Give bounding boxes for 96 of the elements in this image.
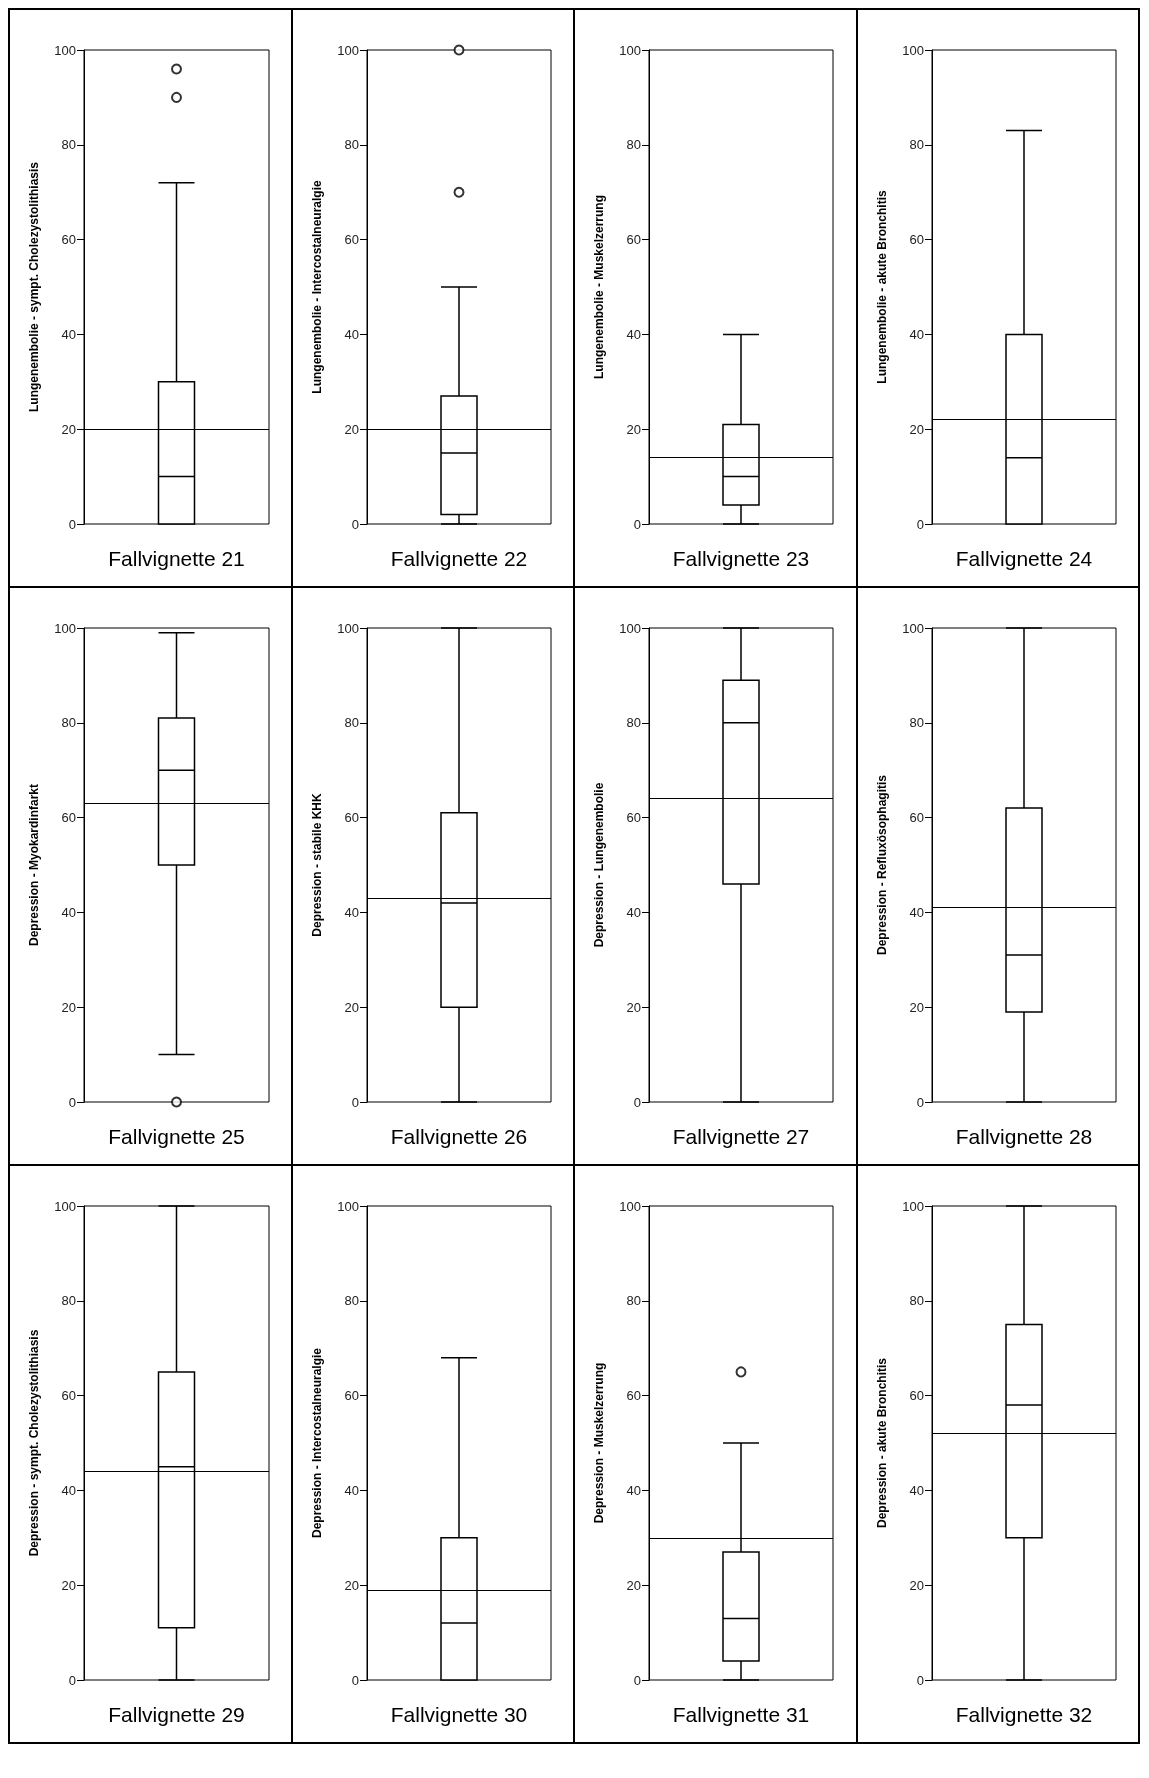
y-tick-label: 20 xyxy=(344,421,359,437)
y-tick-label: 60 xyxy=(909,232,924,248)
y-tick-label: 40 xyxy=(626,904,642,920)
y-tick-label: 0 xyxy=(916,1094,924,1110)
y-tick-label: 40 xyxy=(344,326,359,342)
y-tick-label: 80 xyxy=(344,715,359,731)
y-axis-title: Depression - akute Bronchitis xyxy=(874,1357,889,1529)
y-tick-label: 80 xyxy=(626,137,642,153)
y-tick-label: 20 xyxy=(61,421,76,437)
y-tick-label: 80 xyxy=(344,137,359,153)
y-tick-label: 100 xyxy=(54,1198,76,1214)
y-tick-label: 40 xyxy=(344,1482,359,1498)
y-tick-label: 80 xyxy=(61,1293,76,1309)
y-tick-label: 20 xyxy=(344,999,359,1015)
y-axis-title: Depression - stabile KHK xyxy=(310,792,324,937)
y-tick-label: 40 xyxy=(626,326,642,342)
y-tick-label: 80 xyxy=(626,715,642,731)
y-tick-label: 60 xyxy=(626,1388,642,1404)
y-tick-label: 0 xyxy=(634,1094,642,1110)
y-tick-label: 0 xyxy=(634,1672,642,1688)
y-tick-label: 0 xyxy=(351,516,359,532)
x-axis-title: Fallvignette 30 xyxy=(390,1703,528,1726)
x-axis-title: Fallvignette 23 xyxy=(673,547,810,570)
y-tick-label: 0 xyxy=(916,516,924,532)
y-tick-label: 40 xyxy=(61,904,76,920)
y-tick-label: 100 xyxy=(337,42,359,58)
y-tick-label: 20 xyxy=(626,1577,642,1593)
y-tick-label: 60 xyxy=(626,232,642,248)
y-tick-label: 20 xyxy=(626,999,642,1015)
y-tick-label: 40 xyxy=(909,326,924,342)
x-axis-title: Fallvignette 28 xyxy=(955,1125,1092,1148)
y-tick-label: 0 xyxy=(68,516,76,532)
y-tick-label: 100 xyxy=(901,1198,924,1214)
y-tick-label: 40 xyxy=(909,904,924,920)
y-tick-label: 80 xyxy=(626,1293,642,1309)
y-tick-label: 40 xyxy=(61,326,76,342)
y-tick-label: 40 xyxy=(626,1482,642,1498)
y-axis-title: Lungenembolie - akute Bronchitis xyxy=(874,190,889,384)
y-tick-label: 20 xyxy=(909,999,924,1015)
y-tick-label: 20 xyxy=(626,421,642,437)
y-tick-label: 80 xyxy=(344,1293,359,1309)
y-tick-label: 60 xyxy=(61,810,76,826)
y-tick-label: 60 xyxy=(626,810,642,826)
x-axis-title: Fallvignette 31 xyxy=(673,1703,810,1726)
y-tick-label: 40 xyxy=(61,1482,76,1498)
x-axis-title: Fallvignette 21 xyxy=(108,547,245,570)
y-tick-label: 80 xyxy=(909,715,924,731)
y-tick-label: 20 xyxy=(61,999,76,1015)
y-tick-label: 100 xyxy=(619,620,642,636)
y-axis-title: Depression - Intercostalneuralgie xyxy=(310,1347,324,1539)
y-tick-label: 20 xyxy=(61,1577,76,1593)
x-axis-title: Fallvignette 32 xyxy=(955,1703,1092,1726)
y-tick-label: 0 xyxy=(68,1094,76,1110)
y-tick-label: 80 xyxy=(909,137,924,153)
y-tick-label: 20 xyxy=(909,421,924,437)
y-tick-label: 80 xyxy=(61,715,76,731)
x-axis-title: Fallvignette 26 xyxy=(390,1125,528,1148)
y-tick-label: 40 xyxy=(344,904,359,920)
y-tick-label: 20 xyxy=(344,1577,359,1593)
y-tick-label: 60 xyxy=(344,1388,359,1404)
y-tick-label: 0 xyxy=(634,516,642,532)
y-tick-label: 60 xyxy=(344,232,359,248)
y-tick-label: 0 xyxy=(351,1094,359,1110)
y-tick-label: 60 xyxy=(909,1388,924,1404)
y-tick-label: 60 xyxy=(61,1388,76,1404)
y-axis-title: Depression - Myokardinfarkt xyxy=(27,783,41,947)
y-tick-label: 100 xyxy=(337,1198,359,1214)
y-axis-title: Lungenembolie - Muskelzerrung xyxy=(592,194,607,380)
y-tick-label: 100 xyxy=(901,620,924,636)
y-tick-label: 40 xyxy=(909,1482,924,1498)
y-axis-title: Depression - Muskelzerrung xyxy=(592,1362,607,1524)
y-axis-title: Depression - Lungenembolie xyxy=(592,782,607,948)
y-axis-title: Depression - Refluxösophagitis xyxy=(874,774,889,956)
y-tick-label: 80 xyxy=(909,1293,924,1309)
x-axis-title: Fallvignette 25 xyxy=(108,1125,245,1148)
y-tick-label: 0 xyxy=(68,1672,76,1688)
y-tick-label: 100 xyxy=(619,42,642,58)
x-axis-title: Fallvignette 24 xyxy=(955,547,1093,570)
y-tick-label: 100 xyxy=(337,620,359,636)
y-tick-label: 60 xyxy=(61,232,76,248)
x-axis-title: Fallvignette 29 xyxy=(108,1703,245,1726)
y-tick-label: 60 xyxy=(909,810,924,826)
x-axis-title: Fallvignette 22 xyxy=(390,547,528,570)
y-axis-title: Depression - sympt. Cholezystolithiasis xyxy=(27,1329,41,1557)
y-axis-title: Lungenembolie - Intercostalneuralgie xyxy=(310,179,324,394)
x-axis-title: Fallvignette 27 xyxy=(673,1125,810,1148)
y-tick-label: 100 xyxy=(619,1198,642,1214)
y-tick-label: 60 xyxy=(344,810,359,826)
y-tick-label: 100 xyxy=(901,42,924,58)
y-tick-label: 20 xyxy=(909,1577,924,1593)
y-tick-label: 100 xyxy=(54,42,76,58)
y-tick-label: 0 xyxy=(916,1672,924,1688)
y-axis-title: Lungenembolie - sympt. Cholezystolithiasis xyxy=(27,161,41,413)
y-tick-label: 0 xyxy=(351,1672,359,1688)
y-tick-label: 100 xyxy=(54,620,76,636)
y-tick-label: 80 xyxy=(61,137,76,153)
